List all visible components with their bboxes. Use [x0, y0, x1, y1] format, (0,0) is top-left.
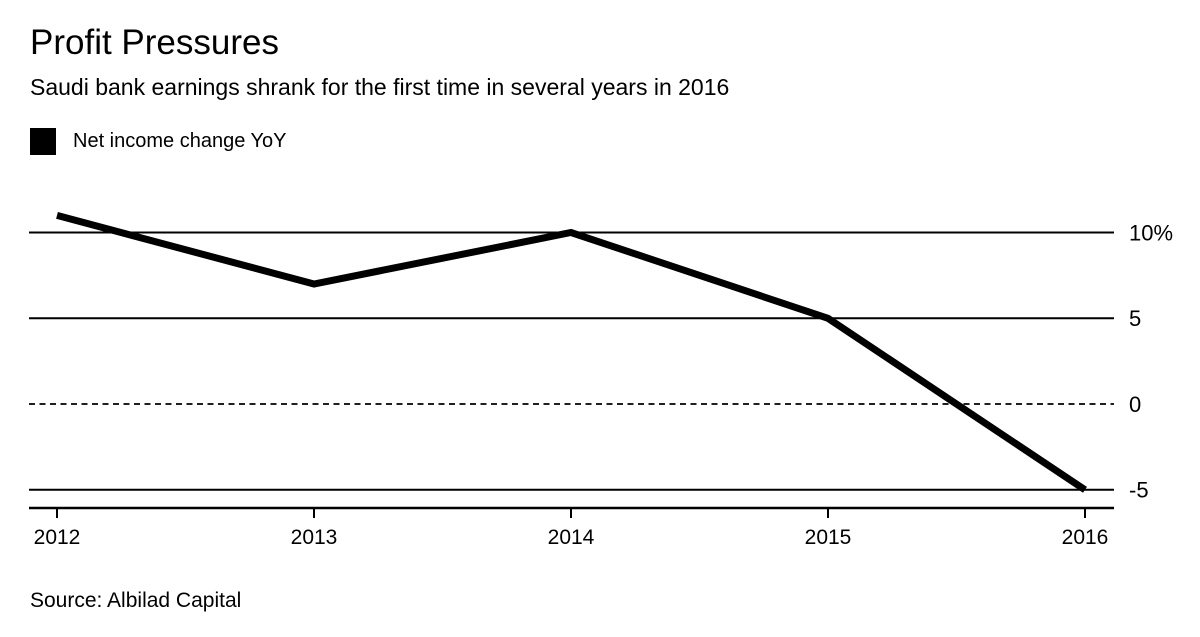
- y-axis-label: 10%: [1129, 220, 1173, 245]
- legend-label: Net income change YoY: [73, 130, 287, 152]
- data-line: [56, 212, 1087, 493]
- y-axis-label: 5: [1129, 306, 1141, 331]
- x-axis-label: 2016: [1062, 526, 1109, 549]
- y-axis-label: 0: [1129, 392, 1141, 417]
- y-axis-label: -5: [1129, 478, 1149, 503]
- source-text: Source: Albilad Capital: [30, 589, 242, 612]
- x-axis-label: 2013: [291, 526, 338, 549]
- legend-swatch-icon: [30, 128, 56, 155]
- chart-title: Profit Pressures: [30, 23, 279, 62]
- line-chart: 10% 5 0 -5 2012 2013 2014 2015 2016: [29, 212, 1173, 549]
- x-axis-label: 2012: [34, 526, 81, 549]
- legend: Net income change YoY: [30, 128, 287, 155]
- chart-subtitle: Saudi bank earnings shrank for the first…: [30, 74, 730, 100]
- x-axis-label: 2014: [548, 526, 595, 549]
- x-axis-label: 2015: [805, 526, 852, 549]
